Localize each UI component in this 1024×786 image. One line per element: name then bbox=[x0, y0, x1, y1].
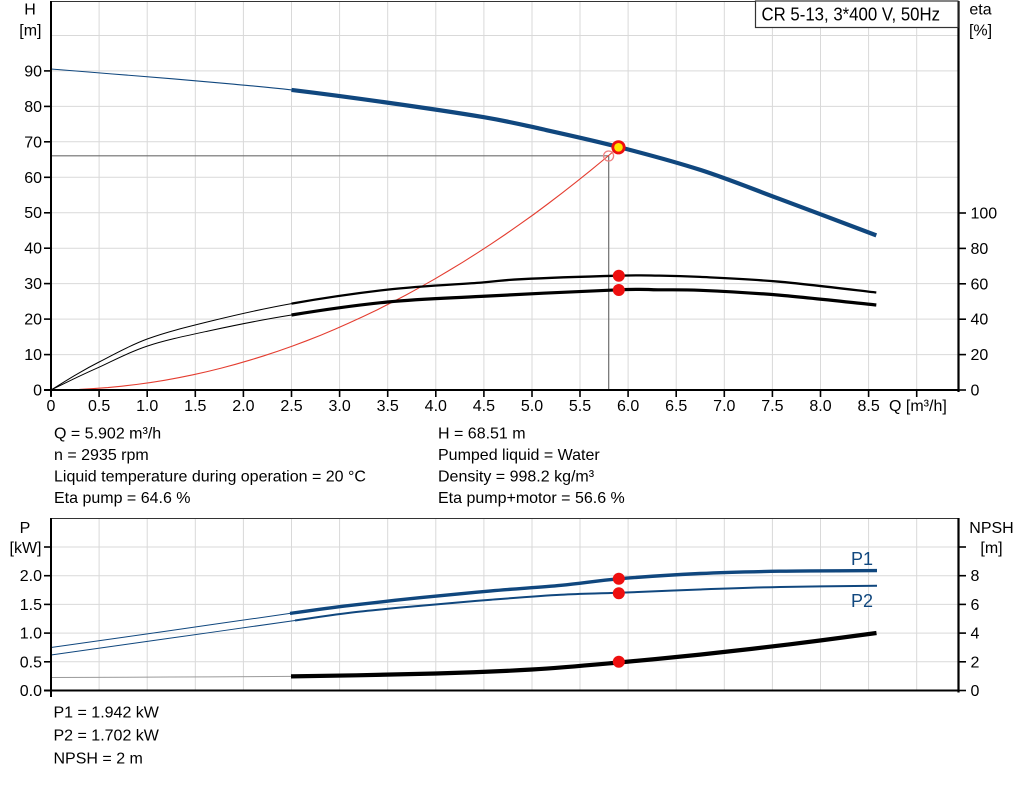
svg-text:CR 5-13, 3*400 V, 50Hz: CR 5-13, 3*400 V, 50Hz bbox=[762, 5, 941, 25]
svg-text:8.5: 8.5 bbox=[857, 398, 879, 415]
svg-text:5.5: 5.5 bbox=[569, 398, 591, 415]
svg-text:90: 90 bbox=[24, 63, 42, 80]
svg-text:Q [m³/h]: Q [m³/h] bbox=[889, 398, 947, 415]
svg-text:4: 4 bbox=[971, 626, 980, 643]
svg-text:P2: P2 bbox=[851, 591, 873, 611]
svg-text:5.0: 5.0 bbox=[521, 398, 543, 415]
svg-text:2: 2 bbox=[971, 654, 980, 671]
svg-text:2.0: 2.0 bbox=[232, 398, 254, 415]
svg-text:8: 8 bbox=[971, 568, 980, 585]
svg-text:7.5: 7.5 bbox=[761, 398, 783, 415]
svg-text:Q = 5.902 m³/h: Q = 5.902 m³/h bbox=[54, 426, 161, 443]
svg-text:4.5: 4.5 bbox=[473, 398, 495, 415]
svg-text:6: 6 bbox=[971, 597, 980, 614]
svg-text:2.5: 2.5 bbox=[280, 398, 302, 415]
svg-text:3.5: 3.5 bbox=[377, 398, 399, 415]
svg-text:Liquid temperature during oper: Liquid temperature during operation = 20… bbox=[54, 469, 366, 486]
svg-text:0.5: 0.5 bbox=[88, 398, 110, 415]
svg-text:70: 70 bbox=[24, 134, 42, 151]
svg-text:[%]: [%] bbox=[969, 22, 992, 39]
svg-text:20: 20 bbox=[971, 347, 989, 364]
svg-text:20: 20 bbox=[24, 312, 42, 329]
svg-text:NPSH: NPSH bbox=[969, 520, 1013, 537]
svg-text:60: 60 bbox=[24, 170, 42, 187]
svg-text:[m]: [m] bbox=[19, 22, 41, 39]
svg-text:1.0: 1.0 bbox=[20, 626, 42, 643]
svg-text:100: 100 bbox=[971, 206, 998, 223]
svg-text:2.0: 2.0 bbox=[20, 568, 42, 585]
svg-text:8.0: 8.0 bbox=[809, 398, 831, 415]
svg-text:Pumped liquid = Water: Pumped liquid = Water bbox=[438, 447, 600, 464]
svg-text:10: 10 bbox=[24, 347, 42, 364]
svg-text:3.0: 3.0 bbox=[328, 398, 350, 415]
svg-text:0: 0 bbox=[33, 383, 42, 400]
svg-text:60: 60 bbox=[971, 276, 989, 293]
svg-text:80: 80 bbox=[24, 99, 42, 116]
svg-text:6.5: 6.5 bbox=[665, 398, 687, 415]
svg-text:H = 68.51 m: H = 68.51 m bbox=[438, 426, 526, 443]
svg-text:0.5: 0.5 bbox=[20, 654, 42, 671]
svg-text:30: 30 bbox=[24, 276, 42, 293]
svg-text:P1: P1 bbox=[851, 549, 873, 569]
svg-text:Density = 998.2 kg/m³: Density = 998.2 kg/m³ bbox=[438, 469, 595, 486]
svg-text:0: 0 bbox=[971, 683, 980, 700]
svg-text:50: 50 bbox=[24, 205, 42, 222]
svg-text:eta: eta bbox=[969, 2, 991, 19]
svg-text:0.0: 0.0 bbox=[20, 683, 42, 700]
svg-text:7.0: 7.0 bbox=[713, 398, 735, 415]
svg-text:80: 80 bbox=[971, 241, 989, 258]
svg-text:[m]: [m] bbox=[980, 540, 1002, 557]
svg-text:40: 40 bbox=[971, 312, 989, 329]
svg-text:P: P bbox=[20, 520, 31, 537]
svg-text:0: 0 bbox=[971, 383, 980, 400]
svg-text:1.5: 1.5 bbox=[20, 597, 42, 614]
svg-text:P1 = 1.942 kW: P1 = 1.942 kW bbox=[54, 705, 160, 722]
svg-text:[kW]: [kW] bbox=[10, 540, 42, 557]
svg-text:6.0: 6.0 bbox=[617, 398, 639, 415]
svg-text:NPSH = 2 m: NPSH = 2 m bbox=[54, 751, 143, 768]
svg-text:n = 2935 rpm: n = 2935 rpm bbox=[54, 447, 149, 464]
svg-text:40: 40 bbox=[24, 241, 42, 258]
svg-text:4.0: 4.0 bbox=[425, 398, 447, 415]
svg-text:Eta pump = 64.6 %: Eta pump = 64.6 % bbox=[54, 490, 191, 507]
svg-text:H: H bbox=[24, 2, 36, 19]
svg-text:P2 = 1.702 kW: P2 = 1.702 kW bbox=[54, 728, 160, 745]
svg-text:Eta pump+motor = 56.6 %: Eta pump+motor = 56.6 % bbox=[438, 490, 625, 507]
svg-text:0: 0 bbox=[47, 398, 56, 415]
svg-text:1.0: 1.0 bbox=[136, 398, 158, 415]
svg-text:1.5: 1.5 bbox=[184, 398, 206, 415]
